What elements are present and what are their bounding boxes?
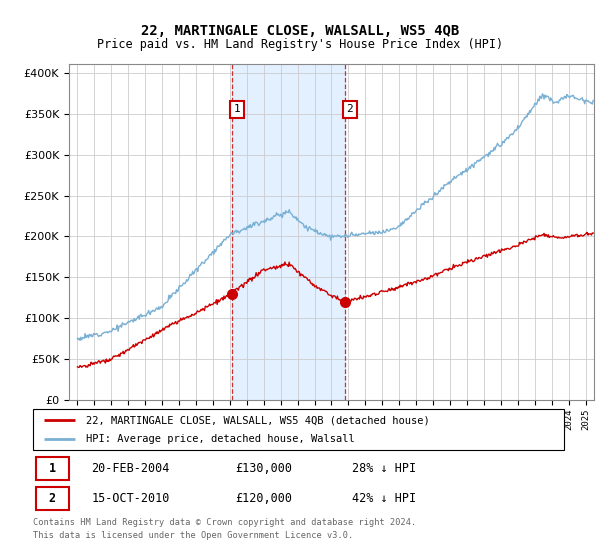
- Text: 2: 2: [49, 492, 56, 505]
- Text: 22, MARTINGALE CLOSE, WALSALL, WS5 4QB: 22, MARTINGALE CLOSE, WALSALL, WS5 4QB: [141, 24, 459, 38]
- Bar: [232, 64, 345, 400]
- FancyBboxPatch shape: [35, 487, 68, 510]
- FancyBboxPatch shape: [35, 457, 68, 480]
- Text: 20-FEB-2004: 20-FEB-2004: [91, 462, 170, 475]
- Text: Price paid vs. HM Land Registry's House Price Index (HPI): Price paid vs. HM Land Registry's House …: [97, 38, 503, 50]
- Text: 28% ↓ HPI: 28% ↓ HPI: [352, 462, 416, 475]
- Text: £120,000: £120,000: [235, 492, 292, 505]
- Text: 1: 1: [234, 105, 241, 114]
- Text: £130,000: £130,000: [235, 462, 292, 475]
- Text: 22, MARTINGALE CLOSE, WALSALL, WS5 4QB (detached house): 22, MARTINGALE CLOSE, WALSALL, WS5 4QB (…: [86, 416, 430, 425]
- Text: This data is licensed under the Open Government Licence v3.0.: This data is licensed under the Open Gov…: [33, 531, 353, 540]
- Text: 42% ↓ HPI: 42% ↓ HPI: [352, 492, 416, 505]
- FancyBboxPatch shape: [33, 409, 564, 450]
- Text: 15-OCT-2010: 15-OCT-2010: [91, 492, 170, 505]
- Text: 2: 2: [347, 105, 353, 114]
- Text: 1: 1: [49, 462, 56, 475]
- Text: HPI: Average price, detached house, Walsall: HPI: Average price, detached house, Wals…: [86, 434, 355, 444]
- Text: Contains HM Land Registry data © Crown copyright and database right 2024.: Contains HM Land Registry data © Crown c…: [33, 518, 416, 527]
